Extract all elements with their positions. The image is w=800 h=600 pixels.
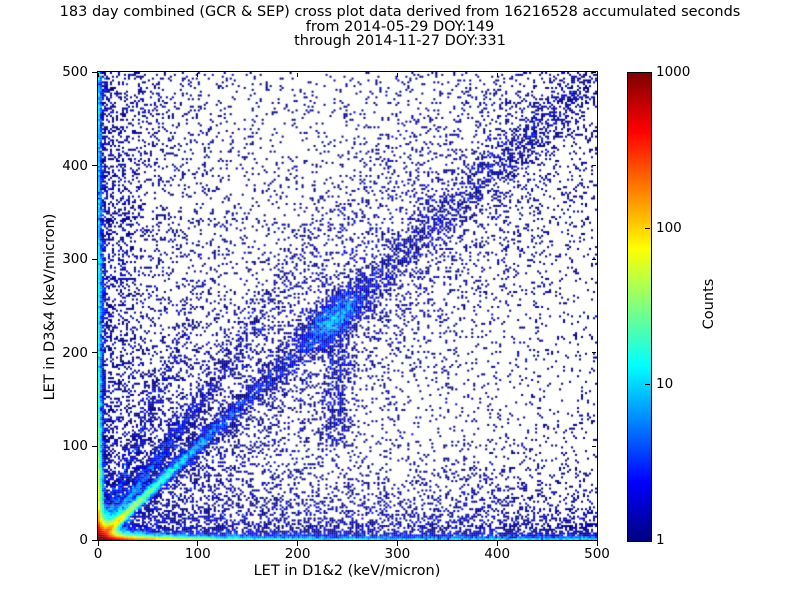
colorbar-tick-mark bbox=[645, 227, 650, 229]
colorbar-tick-label: 10 bbox=[656, 376, 674, 392]
y-axis-label: LET in D3&4 (keV/micron) bbox=[42, 213, 58, 401]
x-top-tick-mark bbox=[197, 73, 199, 77]
x-tick-mark bbox=[297, 541, 299, 546]
colorbar bbox=[627, 72, 652, 542]
plot-title-line2: from 2014-05-29 DOY:149 bbox=[305, 18, 495, 35]
x-top-tick-mark bbox=[496, 73, 498, 77]
y-tick-label: 400 bbox=[62, 157, 88, 174]
y-tick-label: 100 bbox=[62, 438, 88, 455]
colorbar-label: Counts bbox=[701, 278, 717, 330]
x-tick-label: 500 bbox=[584, 546, 610, 562]
y-right-tick-mark bbox=[592, 352, 596, 354]
axes-frame bbox=[97, 71, 598, 541]
title-block: 183 day combined (GCR & SEP) cross plot … bbox=[0, 5, 800, 49]
x-tick-mark bbox=[596, 541, 598, 546]
scatter-density-canvas bbox=[98, 72, 597, 540]
y-tick-mark bbox=[92, 165, 98, 167]
x-tick-mark bbox=[197, 541, 199, 546]
y-right-tick-mark bbox=[592, 258, 596, 260]
y-tick-label: 0 bbox=[79, 532, 88, 548]
y-right-tick-mark bbox=[592, 71, 596, 73]
colorbar-tick-label: 1000 bbox=[656, 64, 691, 80]
y-right-tick-mark bbox=[592, 539, 596, 541]
y-tick-label: 500 bbox=[62, 64, 88, 80]
x-top-tick-mark bbox=[297, 73, 299, 77]
x-top-tick-mark bbox=[97, 73, 99, 77]
y-tick-mark bbox=[92, 71, 98, 73]
colorbar-tick-label: 100 bbox=[656, 220, 682, 236]
y-tick-label: 300 bbox=[62, 251, 88, 268]
colorbar-tick-label: 1 bbox=[656, 532, 665, 548]
plot-title-line1: 183 day combined (GCR & SEP) cross plot … bbox=[59, 4, 741, 20]
y-tick-mark bbox=[92, 352, 98, 354]
y-tick-label: 200 bbox=[62, 344, 88, 361]
x-axis-label: LET in D1&2 (keV/micron) bbox=[253, 563, 441, 579]
y-right-tick-mark bbox=[592, 445, 596, 447]
colorbar-tick-mark bbox=[645, 383, 650, 385]
plot-title-line3: through 2014-11-27 DOY:331 bbox=[294, 33, 506, 49]
x-tick-label: 200 bbox=[284, 546, 311, 562]
x-tick-label: 300 bbox=[384, 546, 411, 562]
x-tick-mark bbox=[396, 541, 398, 546]
y-tick-mark bbox=[92, 445, 98, 447]
x-tick-label: 100 bbox=[184, 546, 211, 562]
x-tick-label: 0 bbox=[93, 546, 103, 562]
y-tick-mark bbox=[92, 539, 98, 541]
x-top-tick-mark bbox=[396, 73, 398, 77]
y-right-tick-mark bbox=[592, 165, 596, 167]
x-tick-mark bbox=[97, 541, 99, 546]
x-tick-label: 400 bbox=[484, 546, 511, 562]
x-top-tick-mark bbox=[596, 73, 598, 77]
x-tick-mark bbox=[496, 541, 498, 546]
y-tick-mark bbox=[92, 258, 98, 260]
